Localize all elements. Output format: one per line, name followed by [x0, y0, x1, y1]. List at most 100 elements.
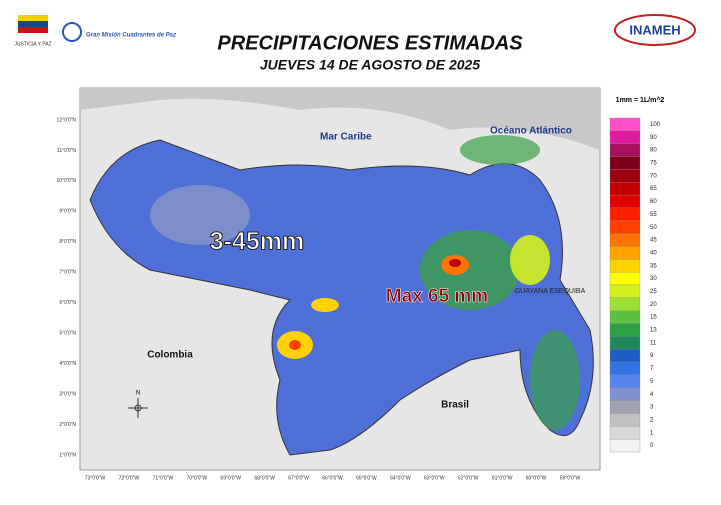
legend-swatch: [609, 130, 641, 144]
legend-label: 90: [650, 135, 657, 141]
lon-label: 60°0'0"W: [526, 475, 547, 481]
lon-label: 69°0'0"W: [220, 475, 241, 481]
legend-label: 70: [650, 173, 657, 179]
legend-label: 45: [650, 238, 657, 244]
legend-swatch: [609, 156, 641, 170]
lat-label: 1°0'0"N: [59, 452, 76, 458]
lat-label: 12°0'0"N: [57, 117, 77, 123]
lat-label: 3°0'0"N: [59, 391, 76, 397]
lon-label: 64°0'0"W: [390, 475, 411, 481]
legend-swatch: [609, 361, 641, 376]
legend-swatch: [609, 169, 641, 183]
legend-label: 20: [650, 302, 657, 308]
flag-stripe: [18, 27, 48, 33]
max-label: Max 65 mm: [386, 286, 488, 307]
lon-label: 67°0'0"W: [288, 475, 309, 481]
compass-center: [134, 404, 142, 412]
lat-label: 11°0'0"N: [57, 148, 76, 154]
legend-swatch: [609, 284, 641, 298]
range-label: 3-45mm: [210, 228, 305, 256]
legend-swatch: [609, 117, 641, 131]
map-label: GUAYANA ESEQUIBA: [515, 288, 586, 295]
lat-label: 4°0'0"N: [59, 361, 76, 367]
legend-swatch: [609, 272, 641, 286]
legend-label: 2: [650, 417, 654, 423]
legend-label: 80: [650, 148, 657, 154]
legend-label: 9: [650, 353, 654, 359]
legend-label: 40: [650, 250, 657, 256]
legend-swatch: [609, 426, 641, 440]
legend-swatch: [609, 439, 641, 453]
legend-swatch: [609, 259, 641, 273]
legend-swatch: [609, 374, 641, 388]
legend-label: 7: [650, 366, 654, 372]
legend-label: 35: [650, 263, 657, 269]
legend-label: 4: [650, 392, 654, 398]
lat-label: 6°0'0"N: [59, 300, 76, 306]
precip-area: [530, 330, 580, 430]
lat-label: 5°0'0"N: [59, 331, 76, 337]
lon-label: 59°0'0"W: [560, 475, 581, 481]
map-label: Colombia: [147, 350, 193, 361]
legend-label: 15: [650, 315, 657, 321]
lon-label: 71°0'0"W: [153, 475, 174, 481]
lat-label: 7°0'0"N: [59, 270, 76, 276]
legend-swatch: [609, 413, 641, 427]
legend-label: 50: [650, 225, 657, 231]
flag-stripe: [18, 21, 48, 27]
map-label: Océano Atlántico: [490, 126, 572, 137]
lat-label: 10°0'0"N: [57, 178, 77, 184]
lon-label: 73°0'0"W: [85, 475, 106, 481]
subtitle: JUEVES 14 DE AGOSTO DE 2025: [260, 57, 480, 73]
lat-label: 8°0'0"N: [59, 239, 76, 245]
precip-area: [449, 259, 461, 267]
lon-label: 66°0'0"W: [322, 475, 343, 481]
precip-area: [420, 230, 520, 310]
legend-label: 65: [650, 186, 657, 192]
flag-stripe: [18, 15, 48, 21]
legend-swatch: [609, 349, 641, 363]
lon-label: 70°0'0"W: [186, 475, 207, 481]
precip-area: [289, 340, 301, 350]
lon-label: 72°0'0"W: [119, 475, 140, 481]
legend-label: 60: [650, 199, 657, 205]
legend-label: 100: [650, 122, 661, 128]
legend-label: 55: [650, 212, 657, 218]
legend-swatch: [609, 336, 641, 350]
logo-text: Gran Misión Cuadrantes de Paz: [86, 33, 176, 39]
legend-label: 75: [650, 161, 657, 167]
precip-area: [460, 135, 540, 165]
lat-label: 2°0'0"N: [59, 422, 76, 428]
legend-swatch: [609, 233, 641, 247]
legend: 1009080757065605550454035302520151311975…: [609, 117, 661, 453]
legend-label: 3: [650, 405, 654, 411]
lon-label: 68°0'0"W: [254, 475, 275, 481]
logo-text: INAMEH: [629, 22, 680, 37]
precip-area: [510, 235, 550, 285]
legend-swatch: [609, 400, 641, 414]
logo-icon: [62, 22, 82, 42]
compass: N: [128, 391, 148, 418]
precip-area: [150, 185, 250, 245]
precip-area: [311, 298, 339, 312]
legend-swatch: [609, 310, 641, 324]
legend-swatch: [609, 194, 641, 209]
map-label: Mar Caribe: [320, 132, 372, 143]
legend-swatch: [609, 207, 641, 221]
map-label: Brasil: [441, 400, 469, 411]
legend-swatch: [609, 297, 641, 311]
legend-swatch: [609, 387, 641, 401]
lon-label: 61°0'0"W: [492, 475, 513, 481]
legend-label: 0: [650, 443, 654, 449]
sea-area: [80, 88, 600, 150]
legend-swatch: [609, 182, 641, 196]
title: PRECIPITACIONES ESTIMADAS: [217, 32, 523, 54]
legend-label: 11: [650, 340, 657, 346]
coordinate-labels: 12°0'0"N 11°0'0"N 10°0'0"N 9°0'0"N 8°0'0"N 7°…: [57, 117, 581, 481]
logo-ring: [614, 14, 696, 46]
legend-unit: 1mm = 1L/m^2: [616, 96, 665, 104]
lat-label: 9°0'0"N: [59, 209, 76, 215]
lon-label: 63°0'0"W: [424, 475, 445, 481]
legend-label: 30: [650, 276, 657, 282]
